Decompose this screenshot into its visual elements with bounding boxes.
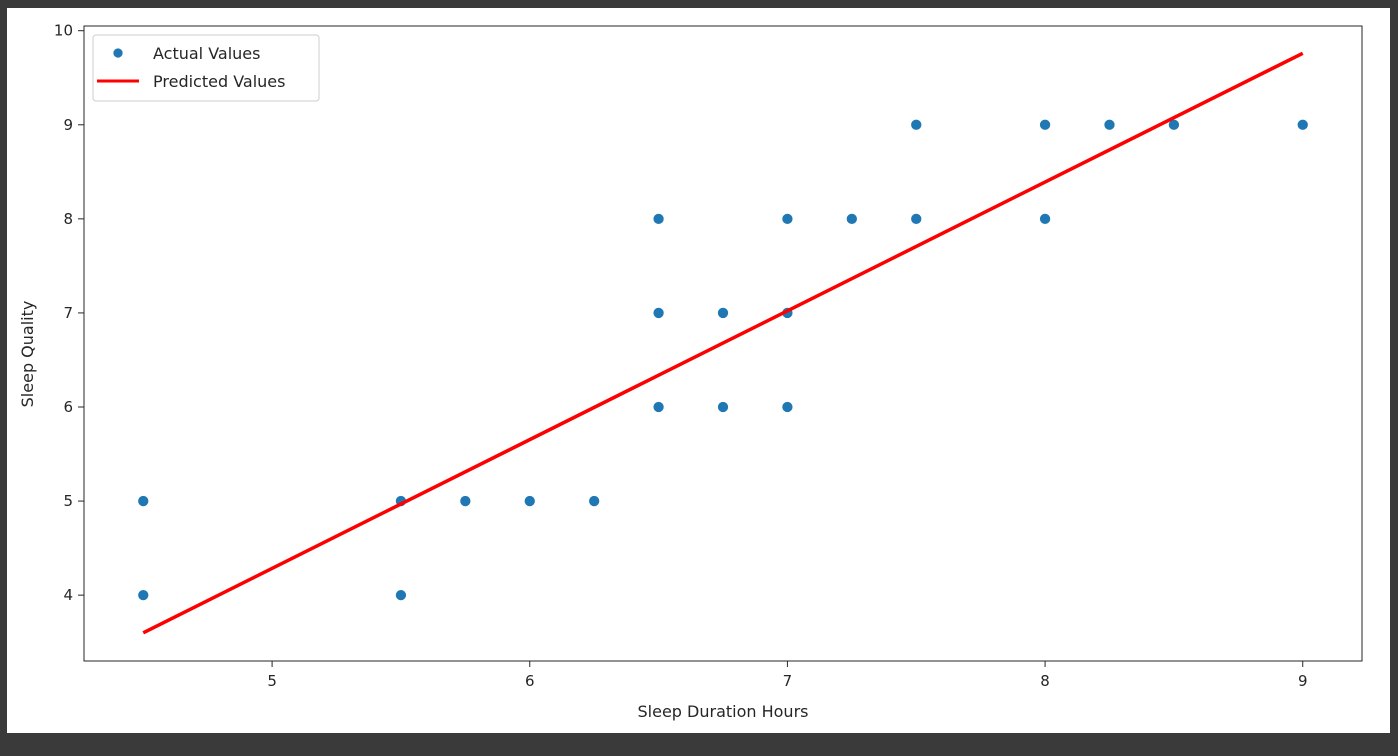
plot-area [137,51,1309,635]
y-tick-label: 10 [54,22,73,40]
actual-value-point [1103,118,1116,131]
x-tick-label: 5 [267,672,277,690]
y-tick-label: 7 [63,304,73,322]
actual-value-point [652,307,665,319]
legend-label-actual: Actual Values [153,44,260,63]
scatter-chart: 4 5 6 7 8 9 10 5 6 7 8 9 Sleep Duration Hours Slee… [18,22,1363,721]
actual-value-point [845,213,858,225]
y-tick-label: 5 [63,492,73,510]
y-tick-label: 6 [63,398,73,416]
predicted-values-line [142,51,1304,635]
actual-value-point [588,495,601,507]
actual-value-point [910,118,923,131]
actual-value-point [652,213,665,225]
y-tick-label: 8 [63,210,73,228]
y-axis: 4 5 6 7 8 9 10 [54,22,84,604]
actual-value-point [523,495,536,507]
x-tick-label: 8 [1040,672,1050,690]
actual-value-point [652,401,665,413]
x-axis-label: Sleep Duration Hours [638,702,809,721]
actual-value-point [1296,118,1309,131]
actual-value-point [459,495,472,507]
actual-value-point [1039,213,1051,225]
actual-value-point [1039,118,1051,131]
actual-value-point [781,213,794,225]
actual-value-point [137,495,150,507]
x-axis: 5 6 7 8 9 [267,661,1308,690]
actual-value-point [717,401,729,413]
x-tick-label: 7 [783,672,793,690]
y-tick-label: 4 [63,586,73,604]
legend-box [92,34,320,102]
x-tick-label: 9 [1298,672,1308,690]
actual-value-point [910,213,923,225]
actual-value-point [717,307,729,319]
legend-label-predicted: Predicted Values [153,72,285,91]
y-tick-label: 9 [63,116,73,134]
y-axis-label: Sleep Quality [18,301,37,408]
plot-frame [83,25,1363,662]
actual-value-point [781,401,794,413]
actual-value-point [395,589,407,601]
legend: Actual Values Predicted Values [92,34,320,102]
actual-value-point [137,589,150,601]
legend-marker-actual [112,47,124,59]
figure: 4 5 6 7 8 9 10 5 6 7 8 9 Sleep Duration Hours Slee… [7,8,1390,733]
x-tick-label: 6 [525,672,535,690]
